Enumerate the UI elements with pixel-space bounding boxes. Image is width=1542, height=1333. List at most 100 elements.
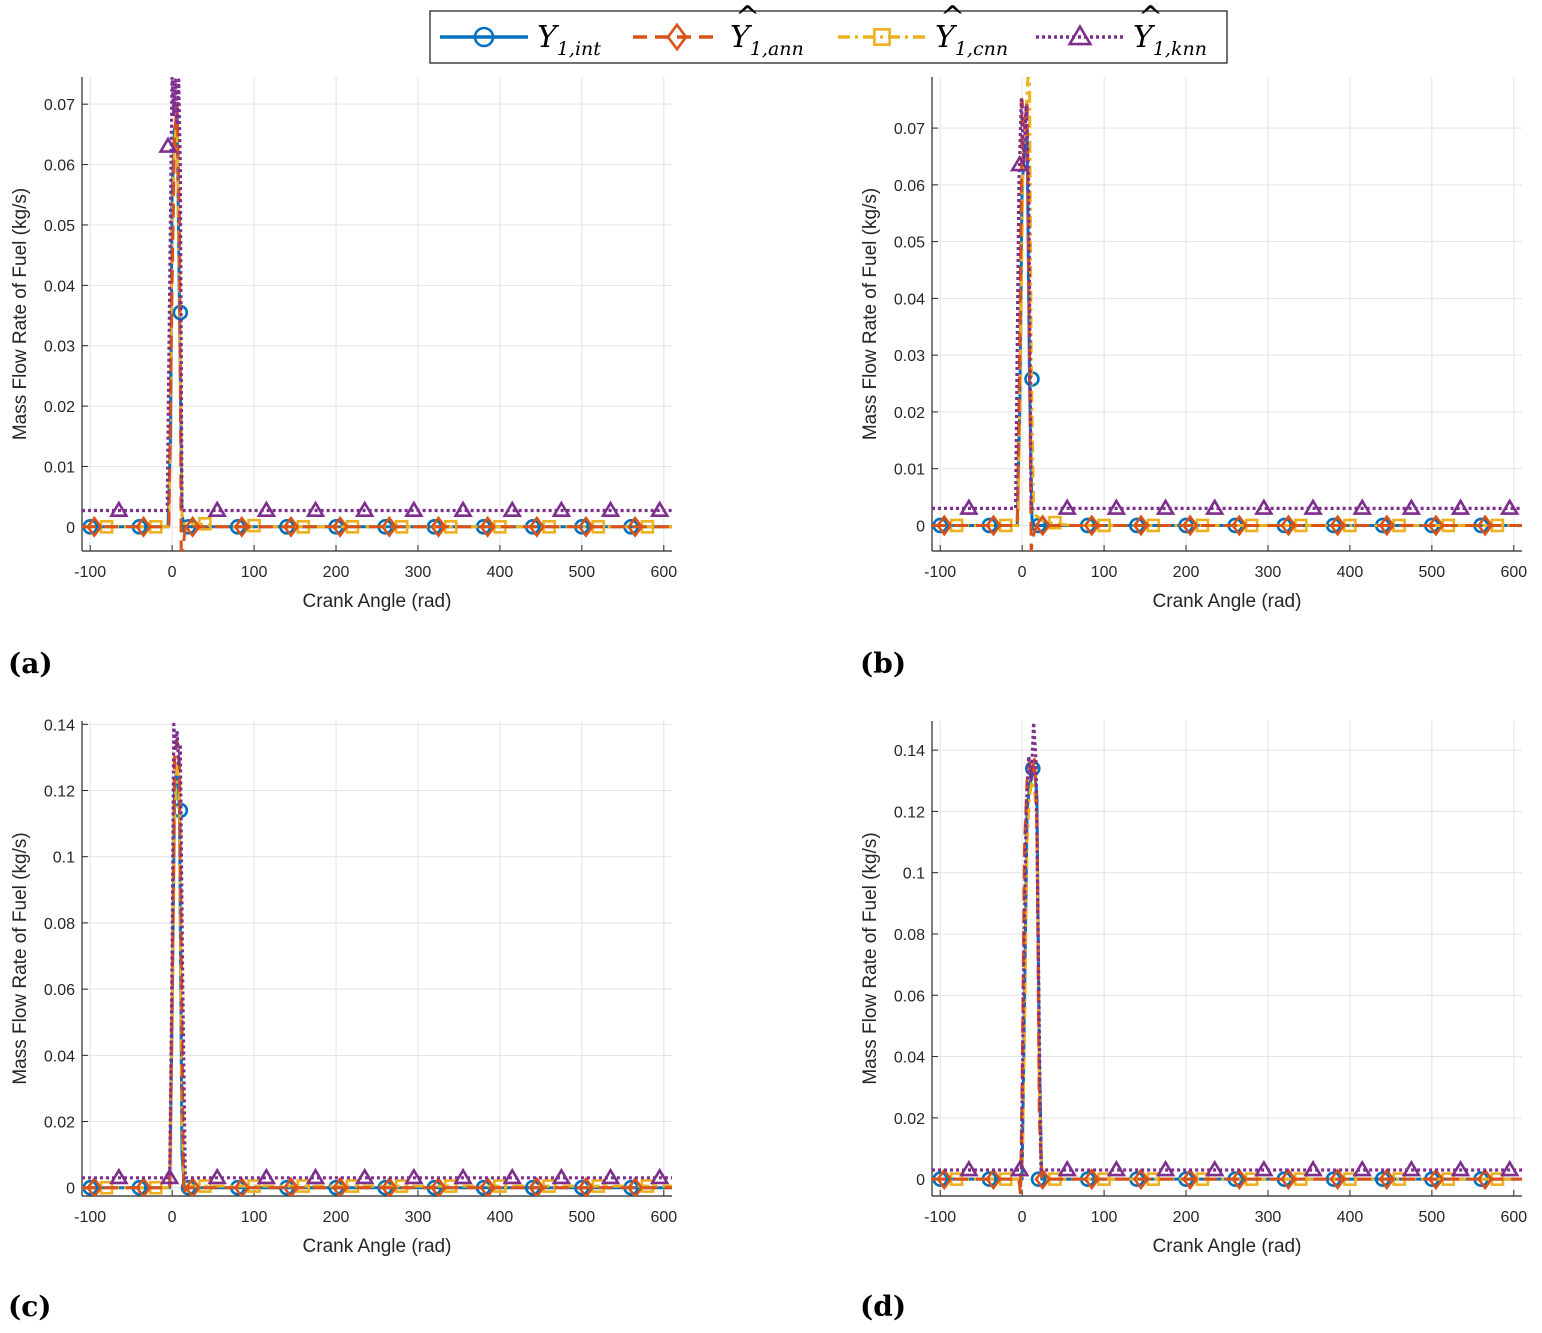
grid-lines [932,721,1522,1196]
data-point-knn [109,1167,129,1185]
data-point-ann [184,515,201,538]
data-point-knn [453,1167,473,1185]
data-point-ann [430,1176,447,1196]
series-line-knn [82,722,672,1180]
series-line-knn [932,98,1522,510]
data-point-knn [649,1167,670,1185]
y-tick-label: 0 [916,1172,925,1189]
data-point-ann [1329,1168,1346,1191]
legend: Y1,int Y1,ann^Y1,cnn^Y1,knn^ [429,0,1228,64]
legend-entry-cnn: Y1,cnn^ [838,0,1008,60]
legend-entry-ann: Y1,ann^ [633,0,804,60]
y-tick-label: 0.04 [44,1048,75,1065]
data-point-ann [528,515,545,538]
y-axis-label: Mass Flow Rate of Fuel (kg/s) [10,832,31,1084]
data-point-knn [305,1167,326,1185]
panel-label: (a) [8,647,53,680]
y-tick-label: 0 [916,518,925,535]
legend-box [429,10,1228,64]
data-point-knn [502,500,522,517]
data-point-ann [282,1176,300,1196]
legend-label-ann: Y1,ann [730,20,804,60]
x-tick-label: 100 [1091,1209,1118,1226]
panel-a: -100 0 100 200 300 400 500 600 0 0.01 0.02 0.03 0.04… [8,77,677,680]
data-point-knn [1204,1159,1225,1177]
data-point-ann [1329,514,1346,537]
data-point-knn [1204,498,1225,515]
data-point-ann [135,515,152,538]
data-point-knn [1009,154,1030,172]
x-tick-label: 500 [1419,1209,1446,1226]
data-point-knn [207,1167,227,1185]
data-point-ann [577,1176,595,1196]
x-tick-label: 400 [1337,564,1364,581]
data-point-ann [1034,514,1051,537]
series-line-knn [82,77,672,513]
data-point-knn [404,1167,424,1185]
data-point-knn [404,500,424,517]
x-tick-label: 300 [405,564,432,581]
series-group [932,77,1522,551]
legend-label-knn: Y1,knn [1133,20,1207,60]
y-tick-label: 0.03 [894,348,925,365]
x-tick-label: 0 [168,1209,177,1226]
y-tick-label: 0.04 [894,1050,925,1067]
data-point-knn [1499,498,1520,515]
data-point-ann [1280,514,1297,537]
data-point-ann [528,1176,545,1196]
legend-entry-knn: Y1,knn^ [1036,0,1207,60]
series-line-ann [932,757,1522,1196]
data-point-knn [453,500,473,517]
series-group [82,722,672,1196]
x-tick-label: 200 [1173,1209,1200,1226]
series-line-ann [82,102,672,551]
legend-label-cnn: Y1,cnn [935,20,1008,60]
y-tick-label: 0.03 [44,339,75,356]
data-point-ann [1083,514,1100,537]
y-tick-label: 0.02 [44,1115,75,1132]
data-point-knn [256,1167,277,1185]
data-point-ann [1182,514,1199,537]
x-tick-label: -100 [74,1209,106,1226]
data-point-ann [1477,1168,1494,1191]
data-point-ann [282,515,300,538]
y-tick-label: 0.1 [53,850,75,867]
x-axis-label: Crank Angle (rad) [303,591,452,612]
y-tick-label: 0 [66,1181,75,1198]
data-point-knn [1254,1159,1274,1177]
data-point-knn [1106,498,1127,515]
data-point-knn [1499,1159,1520,1177]
data-point-ann [1231,514,1248,537]
data-point-knn [959,1159,979,1177]
data-point-knn [1450,498,1471,515]
y-tick-label: 0.08 [894,927,925,944]
legend-marker-ann [666,22,688,52]
data-point-ann [1427,514,1445,537]
data-point-knn [959,498,979,515]
y-axis-label: Mass Flow Rate of Fuel (kg/s) [860,832,881,1084]
y-axis-label: Mass Flow Rate of Fuel (kg/s) [860,188,881,440]
x-tick-label: 300 [1255,1209,1282,1226]
data-point-knn [1303,1159,1323,1177]
x-tick-label: 0 [1018,1209,1027,1226]
data-point-ann [135,1176,152,1196]
data-point-knn [109,500,129,517]
series-group [82,77,672,551]
x-tick-label: 0 [1018,564,1027,581]
data-point-ann [1132,514,1150,537]
data-point-ann [1182,1168,1199,1191]
x-tick-label: 200 [323,564,350,581]
data-point-knn [158,136,178,153]
data-point-knn [256,500,277,517]
data-point-ann [1132,1168,1150,1191]
x-tick-label: 100 [1091,564,1118,581]
y-tick-label: 0.01 [44,459,75,476]
data-point-knn [207,500,227,517]
data-point-knn [1303,498,1323,515]
y-tick-label: 0.02 [894,405,925,422]
y-tick-label: 0.04 [894,291,925,308]
panel-label: (c) [8,1290,52,1323]
data-point-ann [985,1168,1002,1191]
data-point-knn [600,500,621,517]
data-point-ann [479,1176,496,1196]
